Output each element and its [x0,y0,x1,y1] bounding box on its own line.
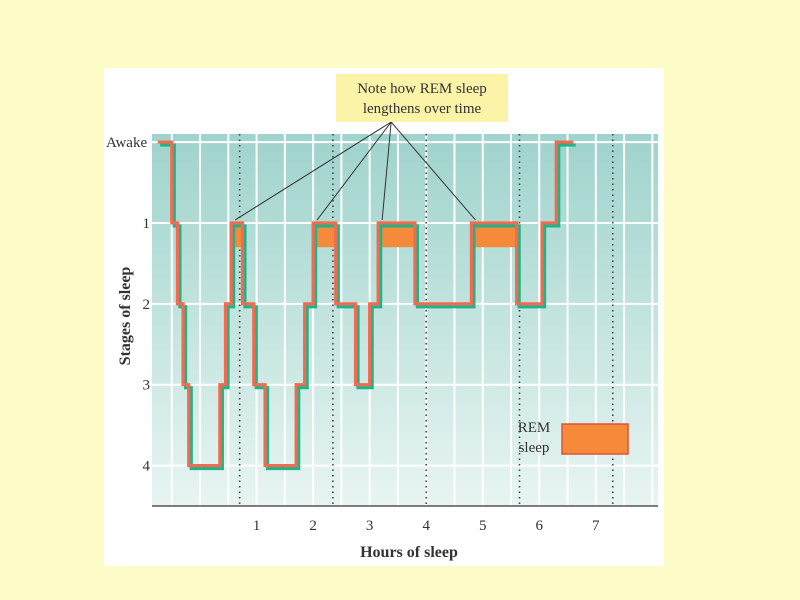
sleep-stages-chart: Awake 1 2 3 4 1 2 3 4 5 6 7 Hours of sleep Stages of … [106,74,658,561]
annotation-pointer-line [316,121,392,221]
x-tick-label: 5 [479,518,487,534]
x-tick-label: 1 [253,518,260,534]
hypnogram-line [157,140,574,468]
x-tick-label: 2 [309,518,317,534]
rem-block [313,222,336,248]
x-axis-title: Hours of sleep [360,544,458,561]
x-tick-label: 6 [536,518,544,534]
annotation-pointer-line [234,121,392,221]
x-tick-label: 3 [366,518,374,534]
y-axis-title: Stages of sleep [117,267,134,366]
y-tick-label-awake: Awake [106,135,147,151]
y-tick-label: 1 [143,216,151,232]
rem-block [231,222,243,248]
x-tick-label: 4 [422,518,430,534]
y-tick-label: 2 [143,297,151,313]
y-tick-label: 4 [143,459,151,475]
legend-rem-swatch [561,423,629,455]
legend-label: REM [518,420,551,436]
annotation-text-line: Note how REM sleep [357,81,487,97]
annotation-pointer-line [390,121,476,221]
legend-label: sleep [519,440,550,456]
annotation-text-line: lengthens over time [363,101,482,117]
annotation-pointer-line [381,121,392,221]
y-tick-label: 3 [143,378,151,394]
x-tick-label: 7 [592,518,600,534]
figure-panel: Awake 1 2 3 4 1 2 3 4 5 6 7 Hours of sleep Stages of … [104,68,664,566]
hypnogram-shadow-line [160,143,576,471]
annotation-box [336,74,508,122]
